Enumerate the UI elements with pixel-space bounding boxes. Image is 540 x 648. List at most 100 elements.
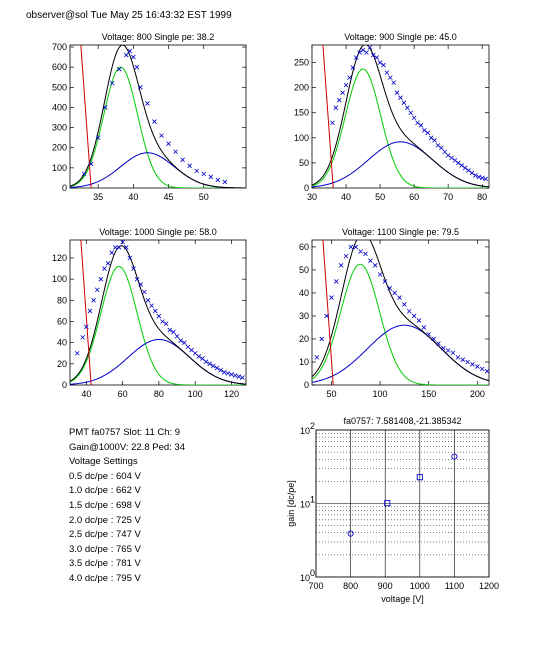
x-tick-label: 150	[421, 389, 436, 399]
y-tick-label: 0	[304, 183, 309, 193]
plot-title: Voltage: 1100 Single pe: 79.5	[342, 227, 459, 237]
x-tick-label: 700	[308, 581, 323, 591]
data-point	[187, 163, 192, 169]
data-point	[428, 135, 434, 141]
data-point	[358, 249, 363, 254]
gauss-fit-single-pe	[70, 266, 246, 385]
y-tick-label: 0	[62, 380, 67, 390]
data-point	[370, 52, 376, 58]
data-point	[397, 295, 402, 300]
data-point	[84, 324, 89, 330]
x-tick-label: 80	[154, 389, 164, 399]
data-point	[466, 168, 471, 173]
plot-frame	[311, 239, 490, 386]
data-point	[333, 105, 339, 111]
data-point	[347, 75, 352, 80]
y-tick-label: 30	[299, 311, 309, 321]
data-point	[360, 47, 366, 53]
data-point	[336, 97, 342, 103]
data-point	[116, 66, 122, 72]
data-point	[180, 157, 185, 163]
y-tick-label: 20	[299, 334, 309, 344]
data-point	[229, 372, 234, 377]
data-point	[368, 258, 373, 263]
data-point	[406, 309, 412, 314]
y-tick-label: 10	[299, 357, 309, 367]
y-tick-label: 150	[294, 108, 309, 118]
data-point	[166, 141, 171, 146]
data-point	[469, 170, 475, 176]
data-point	[372, 263, 378, 268]
total-fit-curve	[70, 245, 246, 385]
plot-frame	[69, 44, 247, 189]
total-fit-curve	[312, 45, 489, 188]
voltage-setting-item: 1.5 dc/pe : 698 V	[69, 499, 141, 511]
data-point	[431, 336, 436, 342]
y-tick-label: 60	[299, 242, 309, 252]
voltage-setting-item: 1.0 dc/pe : 662 V	[69, 485, 141, 497]
data-point	[340, 90, 345, 95]
data-point	[456, 160, 461, 166]
data-point	[102, 105, 108, 110]
data-point	[394, 90, 400, 95]
data-points	[74, 240, 245, 380]
gain-point	[384, 500, 391, 507]
data-point	[445, 153, 451, 158]
data-point	[377, 272, 383, 277]
data-point	[178, 338, 183, 343]
data-point	[465, 359, 470, 365]
x-tick-label: 900	[378, 581, 393, 591]
data-point	[80, 335, 85, 340]
voltage-settings-title: Voltage Settings	[69, 456, 138, 468]
data-point	[455, 355, 461, 360]
data-point	[382, 279, 388, 284]
data-point	[470, 362, 475, 367]
page-header: observer@sol Tue May 25 16:43:32 EST 199…	[26, 10, 232, 21]
data-point	[330, 120, 335, 126]
data-point	[120, 240, 125, 245]
x-tick-label: 200	[470, 389, 485, 399]
pmt-info-line: PMT fa0757 Slot: 11 Ch: 9	[69, 427, 181, 438]
gauss-fit-double-pe	[70, 152, 246, 188]
data-point	[142, 289, 147, 295]
y-tick-label: 200	[52, 143, 67, 153]
data-point	[416, 318, 422, 323]
data-point	[109, 250, 115, 255]
data-point	[225, 371, 231, 376]
gauss-fit-single-pe	[312, 68, 489, 188]
data-point	[350, 65, 356, 70]
data-point	[460, 357, 466, 362]
y-tick-label: 200	[294, 83, 309, 93]
data-point	[334, 279, 339, 284]
data-point	[392, 290, 397, 296]
x-tick-label: 40	[128, 192, 138, 202]
data-point	[131, 54, 136, 60]
data-point	[94, 287, 100, 293]
y-tick-label: 50	[299, 158, 309, 168]
data-points	[81, 48, 228, 185]
y-tick-label: 400	[52, 102, 67, 112]
data-point	[145, 101, 150, 106]
data-point	[174, 334, 180, 339]
data-point	[236, 374, 242, 379]
data-point	[163, 321, 169, 326]
data-point	[88, 161, 94, 167]
gauss-fit-double-pe	[312, 324, 489, 383]
gain-point	[416, 474, 423, 481]
gain-plot-frame	[315, 429, 490, 578]
data-point	[329, 295, 334, 300]
x-tick-label: 120	[224, 389, 239, 399]
data-point	[152, 308, 158, 314]
x-tick-label: 70	[443, 192, 453, 202]
pedestal-edge-curve	[80, 45, 92, 188]
data-point	[324, 313, 329, 319]
data-point	[387, 286, 393, 291]
data-point	[152, 119, 157, 124]
data-point	[319, 336, 325, 342]
data-point	[421, 325, 427, 330]
data-point	[109, 80, 115, 86]
data-point	[160, 319, 165, 324]
y-tick-label: 20	[57, 359, 67, 369]
y-tick-label: 250	[294, 58, 309, 68]
